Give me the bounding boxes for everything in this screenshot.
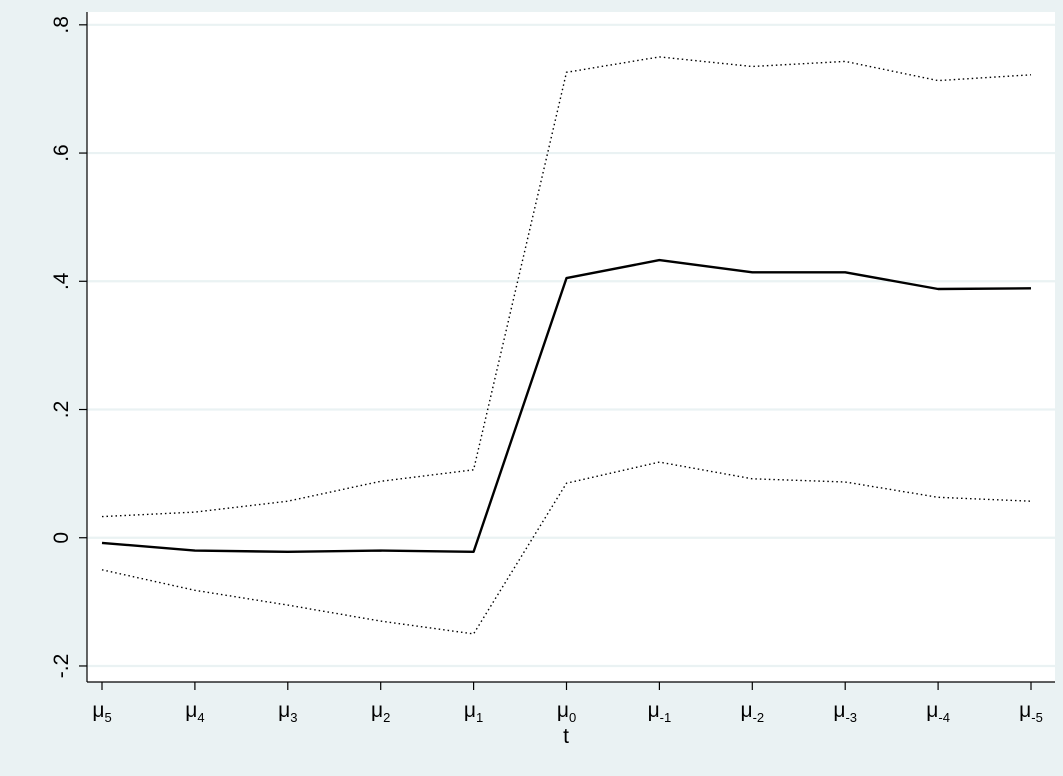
x-tick-label-base: μ xyxy=(557,699,569,722)
x-tick-label: μ-4 xyxy=(926,699,950,725)
x-tick-label-base: μ xyxy=(1019,699,1031,722)
x-tick-label-subscript: -1 xyxy=(660,710,672,725)
x-tick-label-subscript: 0 xyxy=(569,710,576,725)
series-line-estimate xyxy=(101,258,1032,553)
series-line-confidence-bound xyxy=(101,461,1032,635)
y-tick-label: .6 xyxy=(50,144,73,162)
y-tick-label: 0 xyxy=(50,532,73,544)
x-tick-label: μ0 xyxy=(557,699,576,725)
x-tick-label: μ-1 xyxy=(648,699,672,725)
x-tick-label-subscript: 3 xyxy=(290,710,297,725)
x-tick-label: μ-2 xyxy=(740,699,764,725)
x-tick-label: μ-5 xyxy=(1019,699,1043,725)
x-tick-label-base: μ xyxy=(92,699,104,722)
x-tick-label-subscript: 1 xyxy=(476,710,483,725)
x-tick-label-base: μ xyxy=(648,699,660,722)
y-tick-label: .8 xyxy=(50,16,73,34)
x-tick-label-base: μ xyxy=(278,699,290,722)
axes xyxy=(86,12,1055,683)
y-ticks: -.2 0 .2 .4 .6 .8 xyxy=(50,16,87,678)
x-tick-label-subscript: -2 xyxy=(753,710,765,725)
x-tick-label: μ5 xyxy=(92,699,111,725)
x-tick-label: μ2 xyxy=(371,699,390,725)
x-tick-label-base: μ xyxy=(833,699,845,722)
x-tick-label-subscript: 2 xyxy=(383,710,390,725)
series-line-confidence-bound xyxy=(101,56,1032,518)
x-axis-title: t xyxy=(563,725,569,748)
x-tick-label: μ-3 xyxy=(833,699,857,725)
y-tick-label: .4 xyxy=(50,272,73,290)
gridlines xyxy=(87,23,1055,668)
x-tick-label-base: μ xyxy=(185,699,197,722)
series xyxy=(101,56,1032,635)
x-tick-label-subscript: 4 xyxy=(197,710,204,725)
x-tick-label-subscript: -4 xyxy=(938,710,950,725)
x-tick-label: μ1 xyxy=(464,699,483,725)
x-tick-label-base: μ xyxy=(464,699,476,722)
x-tick-label-base: μ xyxy=(926,699,938,722)
x-ticks: μ5 μ4 μ3 μ2 μ1 μ0 μ-1 μ-2 μ-3 μ-4 μ-5 xyxy=(92,682,1043,725)
x-tick-label-subscript: 5 xyxy=(104,710,111,725)
y-tick-label: .2 xyxy=(50,401,73,419)
y-tick-label: -.2 xyxy=(50,654,73,679)
x-tick-label-base: μ xyxy=(740,699,752,722)
x-tick-label-subscript: -3 xyxy=(845,710,857,725)
x-tick-label-base: μ xyxy=(371,699,383,722)
x-tick-label-subscript: -5 xyxy=(1031,710,1043,725)
x-tick-label: μ3 xyxy=(278,699,297,725)
plot-area xyxy=(87,12,1055,682)
x-tick-label: μ4 xyxy=(185,699,204,725)
